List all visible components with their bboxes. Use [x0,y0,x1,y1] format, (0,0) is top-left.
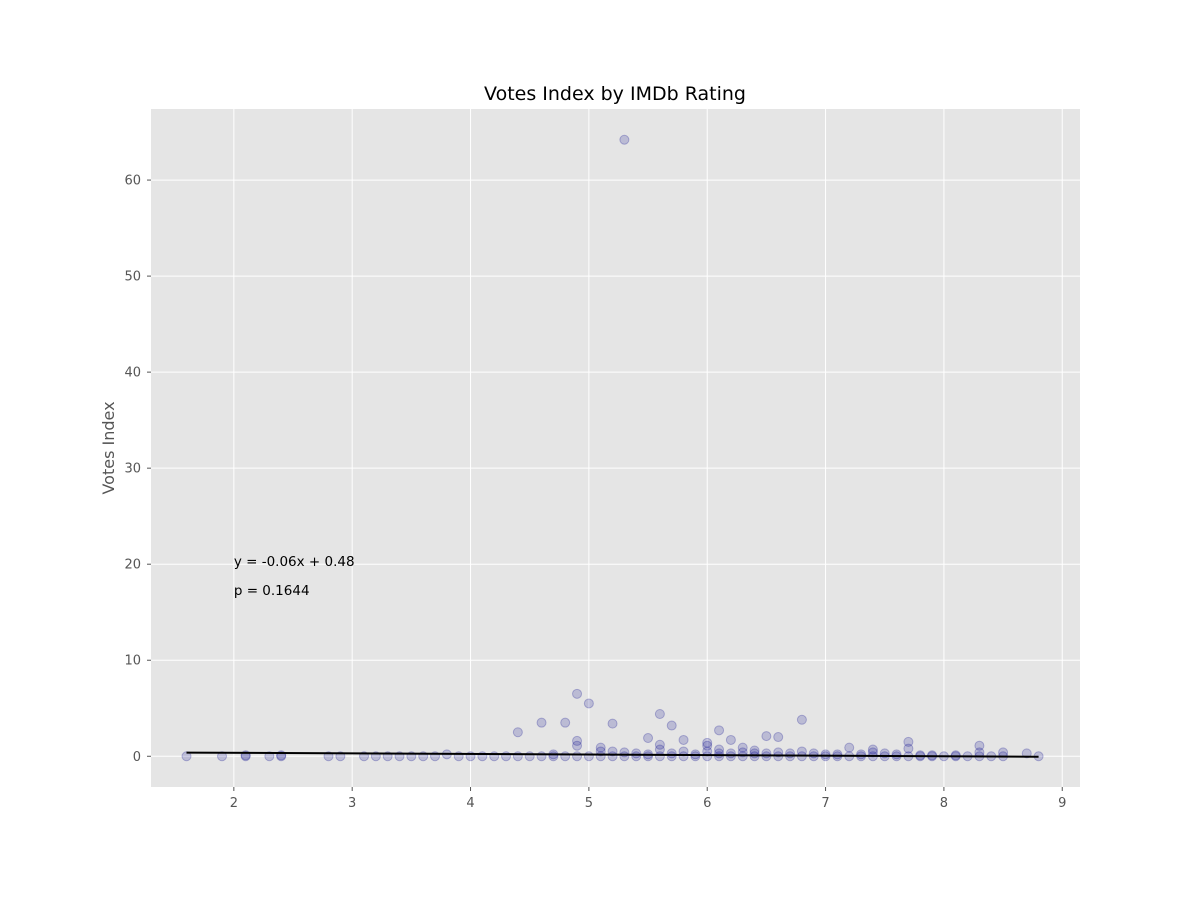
x-tick-label: 6 [703,796,711,811]
data-point [737,742,748,753]
y-tick-label: 30 [124,462,141,477]
data-point [725,734,736,745]
data-point [785,748,796,759]
data-point [512,751,523,762]
data-point [607,718,618,729]
y-tick-label: 50 [124,270,141,285]
y-axis-ticks: 0 10 20 30 40 50 60 [124,174,151,765]
x-tick-label: 9 [1058,796,1066,811]
data-point [844,742,855,753]
data-point [583,698,594,709]
data-point [974,740,985,751]
data-point [560,717,571,728]
data-point [1021,748,1032,759]
data-point [796,714,807,725]
data-point [595,742,606,753]
data-point [560,751,571,762]
data-point [631,748,642,759]
grid-lines [151,109,1080,787]
y-tick-label: 20 [124,558,141,573]
regression-equation: y = -0.06x + 0.48 [234,554,355,570]
data-point [536,717,547,728]
data-point [524,751,535,762]
data-point [512,727,523,738]
data-point [903,743,914,754]
data-point [950,750,961,761]
y-axis-label: Votes Index [99,401,118,494]
x-tick-label: 4 [466,796,474,811]
data-point [654,709,665,720]
data-point [714,751,725,762]
data-point [856,749,867,760]
data-point [536,751,547,762]
data-point [891,749,902,760]
data-point [264,751,275,762]
data-point [714,725,725,736]
data-point [867,744,878,755]
data-point [572,688,583,699]
plot-area [151,109,1080,787]
data-point [572,740,583,751]
data-point [572,751,583,762]
x-tick-label: 8 [940,796,948,811]
data-point [761,748,772,759]
x-axis-ticks: 2 3 4 5 6 7 8 9 [230,787,1066,811]
data-point [867,747,878,758]
trend-line [186,751,1039,758]
chart-title: Votes Index by IMDb Rating [484,83,746,105]
data-point [654,739,665,750]
data-point [643,733,654,744]
y-tick-label: 0 [133,750,141,765]
data-point [690,751,701,762]
x-tick-label: 3 [348,796,356,811]
data-point [572,735,583,746]
data-point [761,731,772,742]
data-point [749,745,760,756]
y-tick-label: 40 [124,366,141,381]
data-point [820,749,831,760]
x-tick-label: 5 [585,796,593,811]
p-value: p = 0.1644 [234,583,310,599]
data-point [773,732,784,743]
x-tick-label: 7 [821,796,829,811]
data-point [903,736,914,747]
data-point [583,751,594,762]
data-point [702,751,713,762]
data-point [725,751,736,762]
y-tick-label: 60 [124,174,141,189]
data-point [678,734,689,745]
data-point [725,748,736,759]
data-point [714,744,725,755]
data-point [240,751,251,762]
data-point [666,748,677,759]
data-point [702,737,713,748]
data-point [181,751,192,762]
y-tick-label: 10 [124,654,141,669]
data-point [619,134,630,145]
data-point [501,751,512,762]
data-point [666,720,677,731]
data-point [832,749,843,760]
x-tick-label: 2 [230,796,238,811]
data-point [702,740,713,751]
